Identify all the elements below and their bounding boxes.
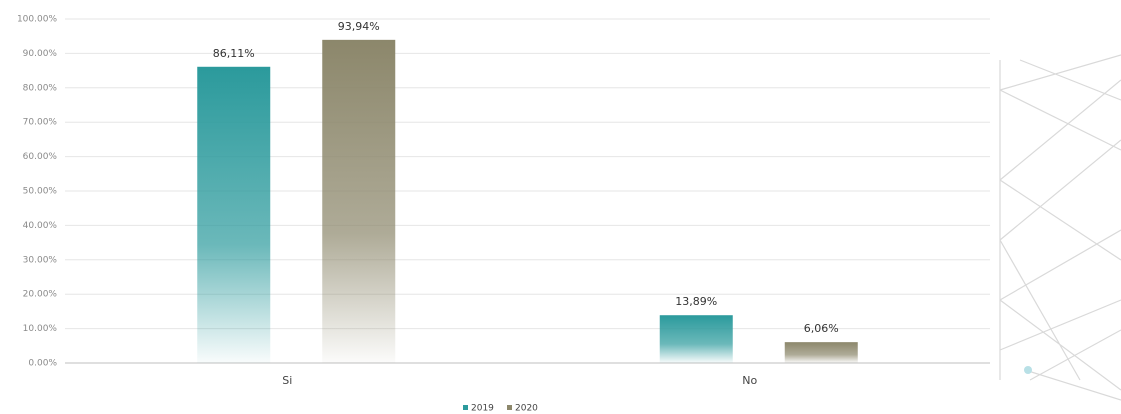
y-tick-label: 60.00%	[23, 152, 58, 162]
value-label: 93,94%	[338, 20, 380, 33]
y-tick-label: 10.00%	[23, 324, 58, 334]
legend-swatch	[463, 405, 468, 410]
y-tick-label: 90.00%	[23, 49, 58, 59]
y-tick-label: 50.00%	[23, 187, 58, 197]
y-tick-label: 40.00%	[23, 221, 58, 231]
x-tick-label: Si	[282, 374, 292, 387]
y-tick-label: 20.00%	[23, 290, 58, 300]
value-label: 13,89%	[675, 295, 717, 308]
bar	[784, 342, 858, 363]
value-label: 86,11%	[213, 47, 255, 60]
y-tick-label: 70.00%	[23, 118, 58, 128]
bar	[659, 315, 733, 363]
y-tick-label: 30.00%	[23, 255, 58, 265]
x-tick-label: No	[742, 374, 757, 387]
legend-label: 2020	[515, 404, 538, 414]
y-tick-label: 0.00%	[28, 359, 57, 369]
decoration	[999, 54, 1121, 401]
y-tick-label: 80.00%	[23, 83, 58, 93]
bar	[322, 39, 396, 363]
value-label: 6,06%	[804, 322, 839, 335]
legend-swatch	[507, 405, 512, 410]
y-tick-label: 100.00%	[17, 15, 57, 25]
bar	[197, 66, 271, 363]
legend-label: 2019	[471, 404, 494, 414]
